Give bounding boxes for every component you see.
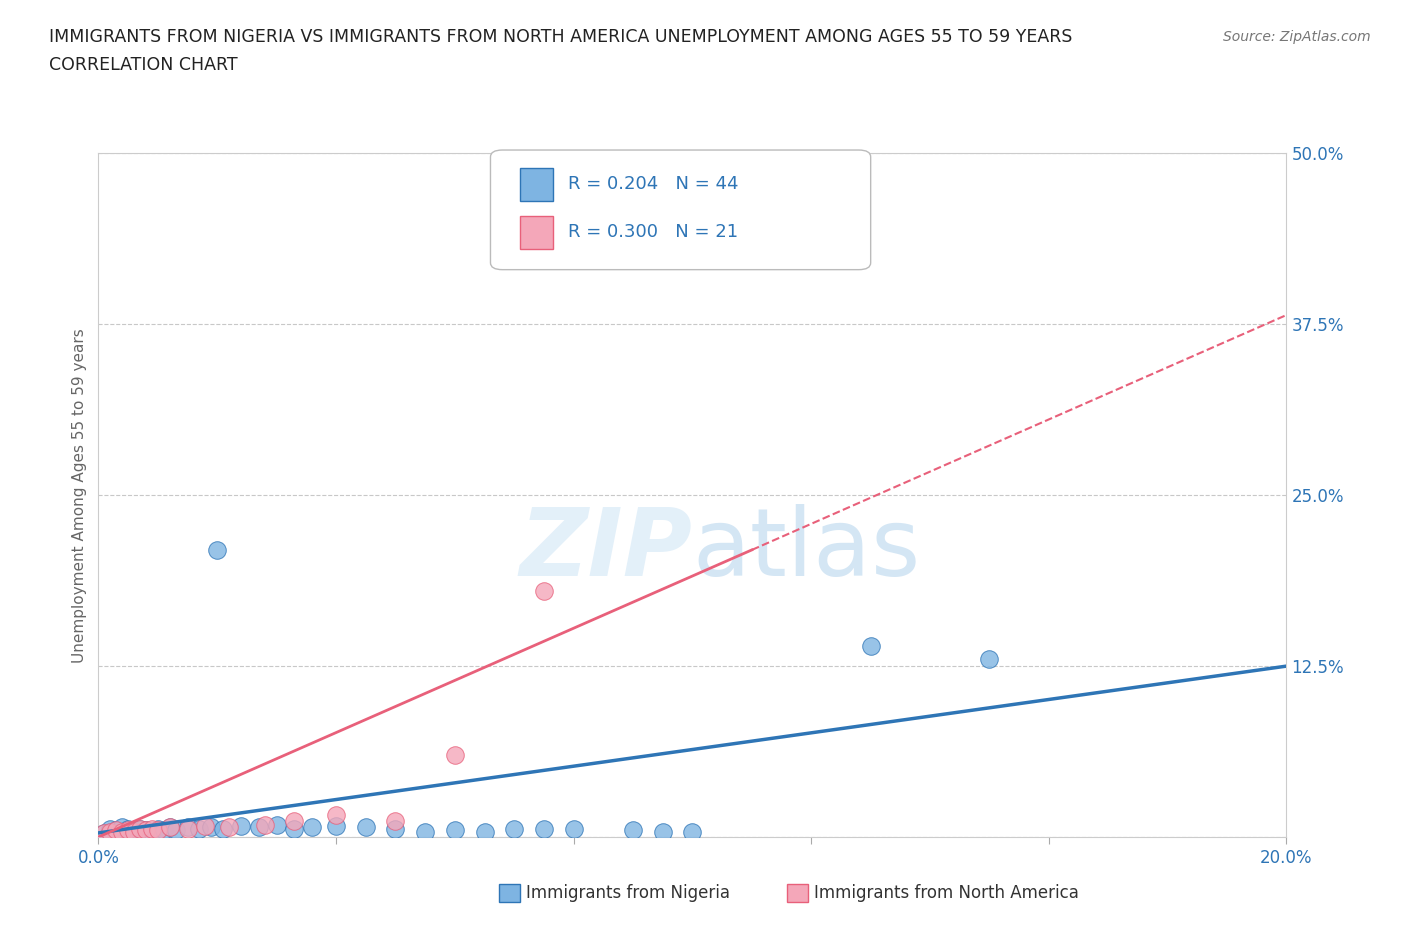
Point xyxy=(218,820,240,835)
Point xyxy=(413,824,436,839)
Point xyxy=(105,823,128,838)
Bar xyxy=(520,168,554,201)
Text: R = 0.300   N = 21: R = 0.300 N = 21 xyxy=(568,223,738,241)
Bar xyxy=(520,217,554,249)
Point xyxy=(111,824,134,839)
Point xyxy=(301,820,323,835)
Point xyxy=(253,817,276,832)
Text: CORRELATION CHART: CORRELATION CHART xyxy=(49,56,238,73)
Point xyxy=(266,817,288,832)
Point xyxy=(135,826,157,841)
Point xyxy=(188,821,211,836)
FancyBboxPatch shape xyxy=(491,150,870,270)
Point xyxy=(135,823,157,838)
Point xyxy=(354,820,377,835)
Point xyxy=(443,748,465,763)
Point xyxy=(129,824,152,839)
Point xyxy=(859,638,882,653)
Point xyxy=(741,242,763,257)
Point xyxy=(135,823,157,838)
Point xyxy=(212,821,235,836)
Point xyxy=(141,824,163,839)
Point xyxy=(159,820,181,835)
Point xyxy=(105,823,128,838)
Point xyxy=(533,583,555,598)
Y-axis label: Unemployment Among Ages 55 to 59 years: Unemployment Among Ages 55 to 59 years xyxy=(72,328,87,662)
Point xyxy=(122,823,145,838)
Text: ZIP: ZIP xyxy=(520,504,693,596)
Point xyxy=(443,823,465,838)
Point xyxy=(117,821,139,836)
Point xyxy=(176,820,198,835)
Point xyxy=(141,821,163,836)
Point xyxy=(682,824,704,839)
Point xyxy=(122,824,145,839)
Point xyxy=(384,813,406,828)
Point xyxy=(122,826,145,841)
Point xyxy=(111,820,134,835)
Point xyxy=(621,823,644,838)
Text: Immigrants from Nigeria: Immigrants from Nigeria xyxy=(526,884,730,902)
Point xyxy=(207,542,229,557)
Text: Source: ZipAtlas.com: Source: ZipAtlas.com xyxy=(1223,30,1371,44)
Point xyxy=(146,823,169,838)
Point xyxy=(474,824,496,839)
Text: IMMIGRANTS FROM NIGERIA VS IMMIGRANTS FROM NORTH AMERICA UNEMPLOYMENT AMONG AGES: IMMIGRANTS FROM NIGERIA VS IMMIGRANTS FR… xyxy=(49,28,1073,46)
Point xyxy=(325,807,347,822)
Point xyxy=(129,821,152,836)
Point xyxy=(979,652,1001,667)
Point xyxy=(384,821,406,836)
Point xyxy=(165,823,187,838)
Point xyxy=(200,820,222,835)
Point xyxy=(152,823,174,838)
Point xyxy=(176,821,198,836)
Text: Immigrants from North America: Immigrants from North America xyxy=(814,884,1078,902)
Point xyxy=(117,823,139,838)
Text: atlas: atlas xyxy=(693,504,921,596)
Point xyxy=(194,818,217,833)
Point xyxy=(111,826,134,841)
Point xyxy=(98,824,121,839)
Point xyxy=(98,824,121,839)
Point xyxy=(283,821,305,836)
Point xyxy=(93,826,115,841)
Point xyxy=(159,820,181,835)
Point xyxy=(129,821,152,836)
Point xyxy=(325,818,347,833)
Point xyxy=(229,818,252,833)
Point xyxy=(533,821,555,836)
Point xyxy=(117,824,139,839)
Text: R = 0.204   N = 44: R = 0.204 N = 44 xyxy=(568,175,738,193)
Point xyxy=(98,821,121,836)
Point xyxy=(247,820,270,835)
Point xyxy=(562,821,585,836)
Point xyxy=(146,821,169,836)
Point xyxy=(651,824,673,839)
Point xyxy=(283,813,305,828)
Point xyxy=(93,826,115,841)
Point xyxy=(503,821,526,836)
Point xyxy=(105,827,128,842)
